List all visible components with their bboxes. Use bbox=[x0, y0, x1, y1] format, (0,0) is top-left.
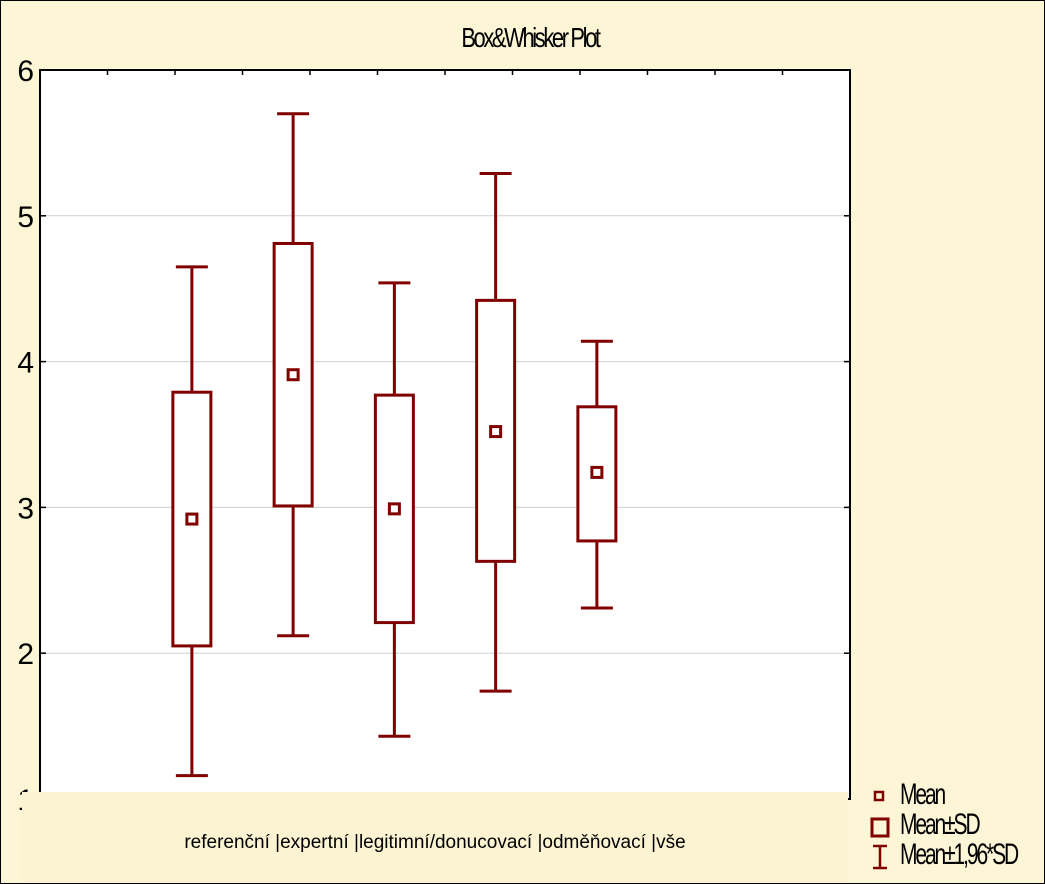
mean-marker bbox=[590, 465, 604, 479]
legend-label: Mean bbox=[900, 778, 946, 811]
sd-box-icon bbox=[870, 817, 890, 838]
mean-marker bbox=[489, 425, 503, 439]
mean-marker-icon bbox=[873, 790, 885, 802]
legend-item-whisker: Mean±1,96*SD bbox=[870, 840, 1040, 870]
mean-marker bbox=[286, 368, 300, 382]
y-tick-label: 2 bbox=[17, 638, 34, 671]
plot-area bbox=[40, 70, 850, 799]
y-tick-label: 5 bbox=[17, 201, 34, 234]
x-axis-caption: referenční |expertní |legitimní/donucova… bbox=[184, 832, 686, 853]
x-axis-caption-panel: referenční |expertní |legitimní/donucova… bbox=[22, 792, 848, 882]
legend: Mean Mean±SD Mean±1,96*SD bbox=[870, 780, 1040, 870]
y-tick-label: 6 bbox=[17, 55, 34, 88]
legend-item-sd: Mean±SD bbox=[870, 810, 1040, 840]
y-tick-label: 4 bbox=[17, 347, 34, 380]
chart-title: Box&Whisker Plot bbox=[461, 22, 601, 53]
mean-marker bbox=[387, 502, 401, 516]
mean-marker bbox=[185, 512, 199, 526]
legend-label: Mean±1,96*SD bbox=[900, 838, 1019, 871]
whisker-icon bbox=[873, 844, 887, 870]
legend-label: Mean±SD bbox=[900, 808, 981, 841]
legend-item-mean: Mean bbox=[870, 780, 1040, 810]
y-tick-label: 3 bbox=[17, 492, 34, 525]
